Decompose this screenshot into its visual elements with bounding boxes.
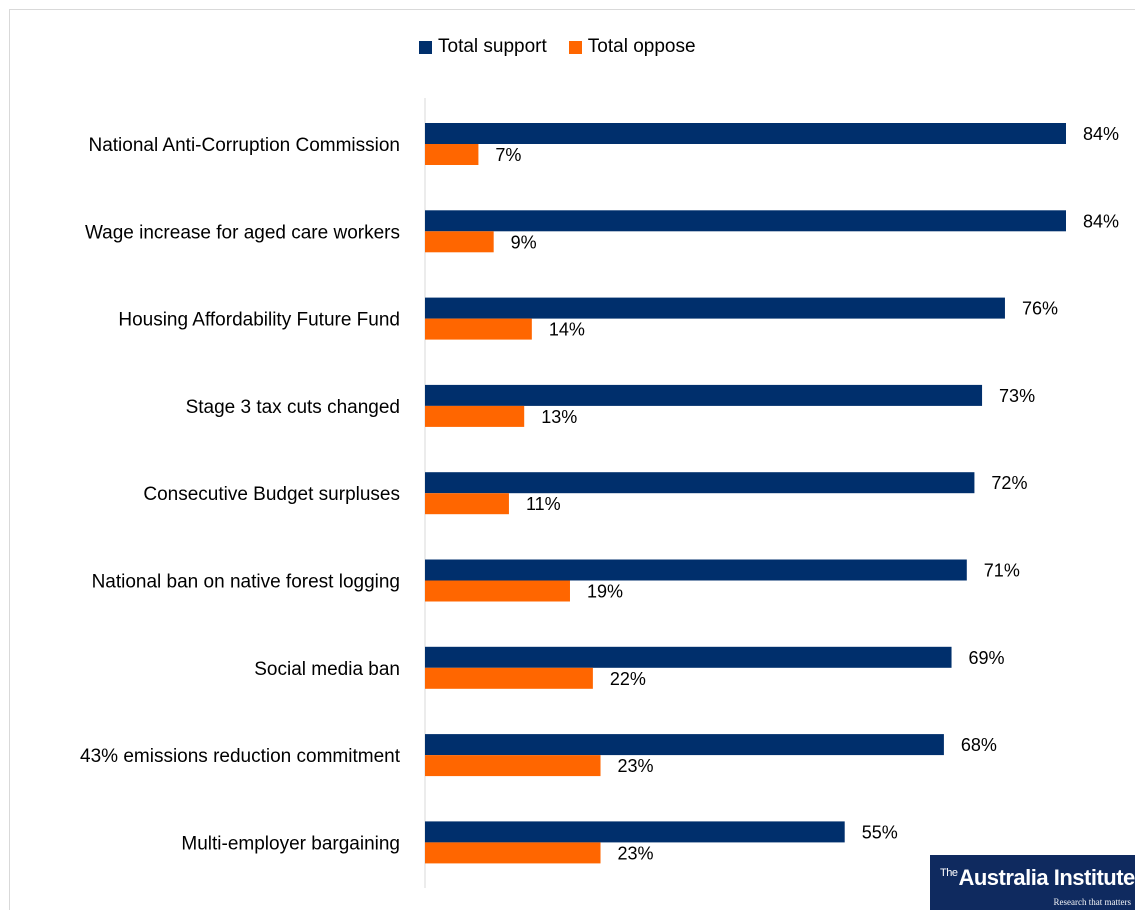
oppose-data-label: 23% [618, 756, 654, 776]
support-bar [425, 297, 1005, 319]
support-data-label: 84% [1083, 211, 1119, 231]
logo-brand-name: Australia Institute [958, 865, 1135, 890]
logo-tagline: Research that matters [1053, 897, 1131, 907]
category-label: National ban on native forest logging [92, 572, 400, 593]
oppose-data-label: 23% [618, 843, 654, 863]
support-data-label: 84% [1083, 124, 1119, 144]
support-data-label: 55% [862, 822, 898, 842]
category-label: Consecutive Budget surpluses [143, 484, 400, 505]
oppose-data-label: 19% [587, 582, 623, 602]
support-data-label: 72% [991, 473, 1027, 493]
support-bar [425, 734, 944, 756]
support-bar [425, 384, 983, 406]
support-data-label: 76% [1022, 299, 1058, 319]
legend-label-oppose: Total oppose [587, 36, 696, 57]
support-bar [425, 210, 1066, 232]
legend: Total support Total oppose [419, 36, 718, 58]
category-label: National Anti-Corruption Commission [88, 135, 400, 156]
category-label: Wage increase for aged care workers [85, 222, 400, 243]
australia-institute-logo: TheAustralia Institute Research that mat… [930, 855, 1135, 910]
legend-label-support: Total support [438, 36, 547, 57]
oppose-bar [425, 231, 494, 253]
oppose-data-label: 9% [511, 232, 537, 252]
oppose-data-label: 11% [526, 494, 561, 514]
oppose-data-label: 7% [495, 145, 521, 165]
support-data-label: 73% [999, 386, 1035, 406]
legend-item-oppose: Total oppose [568, 36, 696, 58]
oppose-data-label: 22% [610, 669, 646, 689]
legend-item-support: Total support [419, 36, 547, 58]
oppose-bar [425, 405, 525, 427]
support-bar [425, 559, 967, 581]
category-label: Stage 3 tax cuts changed [186, 397, 400, 418]
category-label: 43% emissions reduction commitment [80, 746, 401, 767]
support-data-label: 71% [984, 561, 1020, 581]
oppose-data-label: 14% [549, 320, 585, 340]
support-bar [425, 123, 1066, 144]
oppose-bar [425, 493, 509, 515]
chart-frame [9, 9, 1135, 910]
support-data-label: 69% [969, 648, 1005, 668]
oppose-bar [425, 318, 532, 340]
legend-swatch-support [419, 40, 432, 54]
logo-brand: TheAustralia Institute [940, 865, 1135, 891]
oppose-bar [425, 144, 479, 165]
oppose-bar [425, 667, 593, 689]
support-bar [425, 472, 975, 494]
category-label: Housing Affordability Future Fund [118, 310, 400, 331]
support-bar [425, 821, 845, 843]
category-label: Multi-employer bargaining [181, 833, 400, 854]
legend-swatch-oppose [568, 40, 582, 54]
support-bar [425, 646, 952, 668]
oppose-bar [425, 842, 601, 864]
category-label: Social media ban [254, 659, 400, 680]
oppose-bar [425, 580, 570, 602]
oppose-data-label: 13% [541, 407, 577, 427]
oppose-bar [425, 755, 601, 777]
logo-brand-prefix: The [940, 867, 958, 879]
support-data-label: 68% [961, 735, 997, 755]
